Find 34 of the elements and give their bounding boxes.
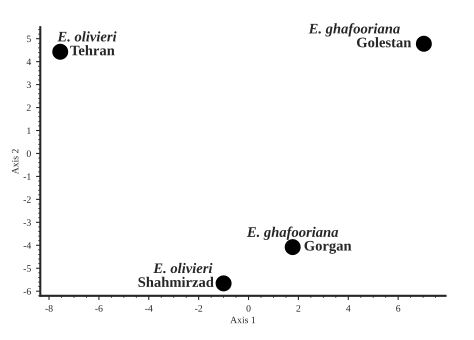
- y-tick-label: 4: [26, 58, 32, 66]
- y-axis-title: Axis 2: [12, 149, 18, 174]
- x-tick-label: 0: [246, 305, 251, 312]
- x-tick-label: 4: [346, 305, 351, 312]
- y-tick-label: 5: [26, 36, 31, 42]
- x-tick-label: -4: [145, 305, 153, 312]
- x-tick-label: -8: [45, 305, 53, 312]
- y-tick-label: -1: [24, 173, 31, 180]
- y-tick-label: 3: [26, 82, 31, 88]
- y-tick-label: 0: [26, 150, 31, 157]
- point: [284, 239, 301, 256]
- x-tick-label: -2: [194, 305, 202, 312]
- annotation: Golestan: [356, 37, 412, 48]
- annotation: Shahmirzad: [138, 276, 214, 288]
- annotation: Gorgan: [304, 240, 352, 254]
- point: [416, 36, 432, 52]
- y-tick-label: -3: [24, 219, 31, 226]
- y-tick-label: -4: [24, 242, 32, 249]
- x-tick-label: 6: [396, 305, 400, 312]
- y-tick-label: 2: [26, 104, 31, 111]
- y-tick-label: -6: [24, 288, 31, 295]
- annotation: E. olivieri: [153, 262, 212, 274]
- annotation: E. olivieri: [57, 31, 117, 42]
- x-tick-label: -6: [95, 305, 103, 312]
- point: [52, 44, 68, 60]
- annotation: E. ghafooriana: [308, 23, 400, 37]
- annotation: Tehran: [70, 45, 115, 56]
- x-axis-title: Axis 1: [230, 316, 256, 324]
- x-tick-label: 2: [296, 305, 300, 312]
- y-tick-label: 1: [27, 127, 31, 134]
- annotation: E. ghafooriana: [246, 226, 338, 240]
- y-tick-label: -5: [24, 265, 31, 272]
- y-tick-label: -2: [24, 196, 31, 203]
- point: [216, 275, 232, 292]
